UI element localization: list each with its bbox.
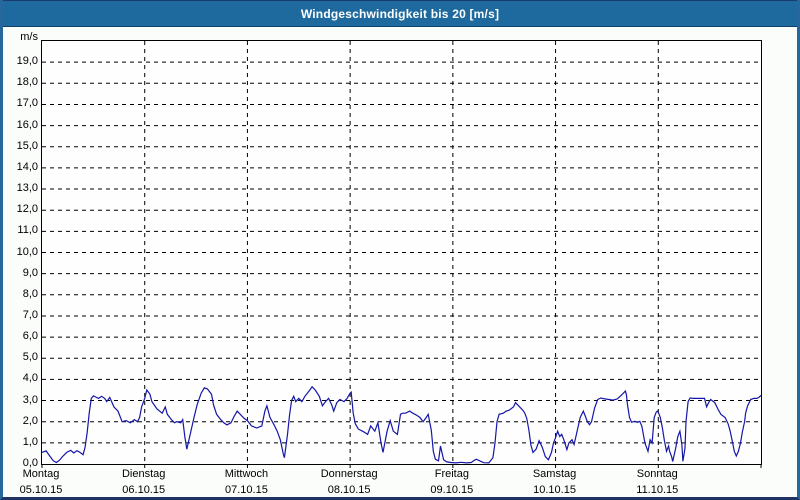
x-tick-date: 11.10.15 xyxy=(636,484,679,496)
y-tick-label: 13,0 xyxy=(16,182,38,195)
x-tick-day-name: Freitag xyxy=(434,468,469,480)
x-tick-day-name: Donnerstag xyxy=(320,468,378,480)
x-tick-date: 08.10.15 xyxy=(327,484,371,496)
wind-speed-chart xyxy=(41,41,762,468)
y-tick-label: 9,0 xyxy=(22,266,38,279)
x-tick-day-name: Samstag xyxy=(532,468,577,480)
plot-area xyxy=(41,40,762,468)
y-tick-label: 15,0 xyxy=(16,139,38,152)
y-tick-label: 1,0 xyxy=(22,435,38,448)
x-tick-date: 09.10.15 xyxy=(430,484,474,496)
y-tick-label: 6,0 xyxy=(22,330,38,343)
x-tick-date: 07.10.15 xyxy=(225,484,268,496)
y-tick-label: 17,0 xyxy=(16,97,38,110)
window-titlebar: Windgeschwindigkeit bis 20 [m/s] xyxy=(3,0,797,27)
y-tick-label: 3,0 xyxy=(22,393,38,406)
y-tick-label: 2,0 xyxy=(22,414,38,427)
x-tick-date: 05.10.15 xyxy=(19,484,63,496)
x-tick-date: 06.10.15 xyxy=(122,484,166,496)
y-tick-label: 11,0 xyxy=(17,224,38,237)
y-tick-label: 12,0 xyxy=(16,203,38,216)
y-tick-label: 0,0 xyxy=(22,457,38,469)
x-tick-day-name: Montag xyxy=(22,468,60,480)
y-axis-unit-label: m/s xyxy=(20,31,38,43)
x-tick-day-name: Dienstag xyxy=(121,468,166,480)
y-tick-label: 10,0 xyxy=(16,245,38,258)
x-tick-day-name: Sonntag xyxy=(636,468,678,480)
y-tick-label: 8,0 xyxy=(22,287,38,300)
x-tick-day-name: Mittwoch xyxy=(224,468,269,480)
y-tick-label: 4,0 xyxy=(22,372,38,385)
y-tick-label: 19,0 xyxy=(16,55,38,68)
chart-title: Windgeschwindigkeit bis 20 [m/s] xyxy=(300,6,500,21)
wind-speed-line xyxy=(41,385,762,464)
y-tick-label: 18,0 xyxy=(16,76,38,89)
y-tick-label: 14,0 xyxy=(16,160,38,173)
y-tick-label: 7,0 xyxy=(22,308,38,321)
y-tick-label: 5,0 xyxy=(22,351,38,364)
y-tick-label: 16,0 xyxy=(16,118,38,131)
x-tick-date: 10.10.15 xyxy=(533,484,576,496)
